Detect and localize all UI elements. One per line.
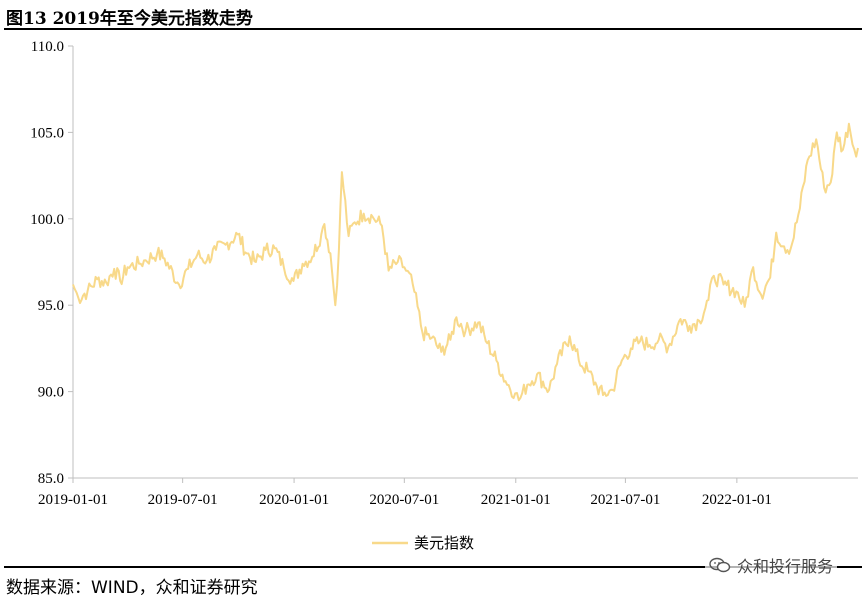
y-tick-label: 110.0 [31,39,64,55]
y-tick-label: 105.0 [30,125,64,141]
series-layer [72,122,859,402]
x-axis: 2019-01-01 2019-07-01 2020-01-01 2020-07-01… [38,477,858,508]
y-tick-label: 85.0 [38,471,64,487]
legend: 美元指数 [372,534,474,552]
legend-label: 美元指数 [414,534,474,552]
series-line-0 [72,122,859,402]
y-tick-label: 100.0 [30,212,64,228]
x-tick-label: 2020-07-01 [369,492,439,508]
watermark-text: 众和投行服务 [736,557,833,576]
y-tick-label: 90.0 [38,385,64,401]
x-tick-label: 2019-07-01 [148,492,218,508]
x-tick-label: 2022-01-01 [702,492,772,508]
x-tick-label: 2021-01-01 [481,492,551,508]
wechat-chat-icon [709,557,731,573]
y-axis: 85.0 90.0 95.0 100.0 105.0 110.0 [30,39,74,487]
figure-title: 图13 2019年至今美元指数走势 [6,9,253,29]
x-tick-label: 2021-07-01 [590,492,660,508]
watermark: 众和投行服务 [704,553,837,577]
bottom-rule [4,566,862,568]
x-tick-label: 2019-01-01 [38,492,108,508]
top-rule [4,28,862,30]
x-tick-label: 2020-01-01 [259,492,329,508]
source-note: 数据来源：WIND，众和证券研究 [6,578,258,598]
y-tick-label: 95.0 [38,298,64,314]
